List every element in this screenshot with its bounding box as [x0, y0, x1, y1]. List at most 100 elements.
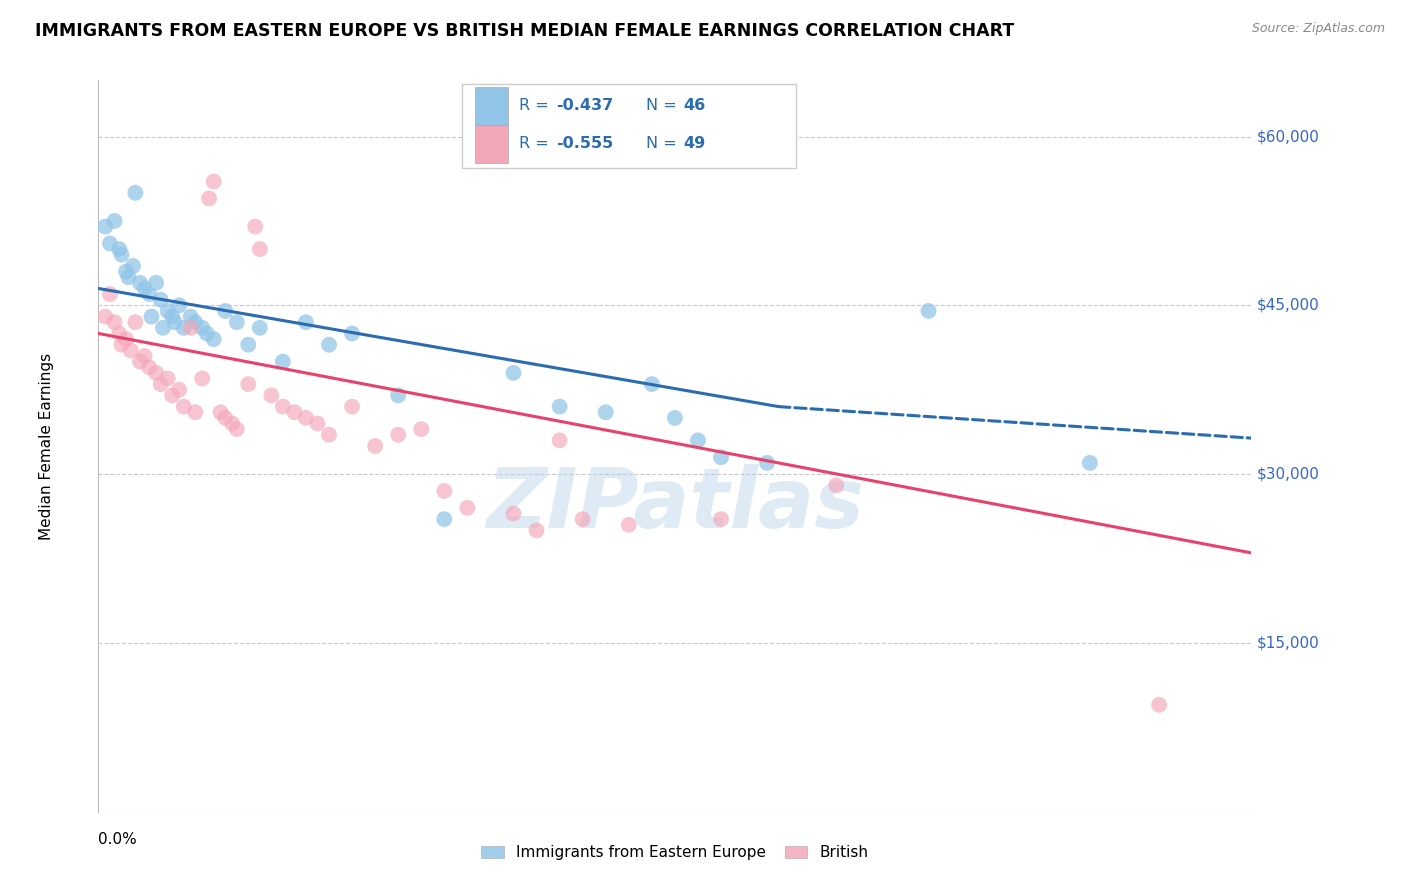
Point — [134, 349, 156, 363]
Point — [94, 219, 117, 234]
FancyBboxPatch shape — [475, 125, 508, 163]
Point — [184, 405, 207, 419]
Text: 49: 49 — [683, 136, 706, 152]
Point — [710, 512, 733, 526]
Point — [456, 500, 478, 515]
Point — [108, 326, 131, 341]
Point — [825, 478, 848, 492]
Point — [271, 354, 294, 368]
Point — [167, 298, 190, 312]
Point — [98, 236, 121, 251]
Text: R =: R = — [519, 136, 554, 152]
Point — [1147, 698, 1170, 712]
Text: $15,000: $15,000 — [1257, 635, 1320, 650]
Point — [195, 326, 218, 341]
Point — [340, 400, 363, 414]
Point — [110, 248, 132, 262]
Point — [122, 259, 145, 273]
FancyBboxPatch shape — [461, 84, 796, 168]
Point — [98, 287, 121, 301]
Point — [271, 400, 294, 414]
Point — [124, 315, 146, 329]
Text: $45,000: $45,000 — [1257, 298, 1320, 313]
Point — [411, 422, 433, 436]
Legend: Immigrants from Eastern Europe, British: Immigrants from Eastern Europe, British — [475, 839, 875, 866]
Point — [433, 483, 456, 498]
Point — [141, 310, 163, 324]
Point — [180, 321, 202, 335]
Point — [110, 337, 132, 351]
Point — [340, 326, 363, 341]
Point — [641, 377, 664, 392]
Point — [198, 191, 221, 205]
Point — [134, 281, 156, 295]
Text: Median Female Earnings: Median Female Earnings — [39, 352, 53, 540]
Point — [433, 512, 456, 526]
Point — [180, 310, 202, 324]
Point — [202, 175, 225, 189]
Point — [191, 371, 214, 385]
Point — [163, 315, 186, 329]
Point — [129, 276, 152, 290]
Text: 46: 46 — [683, 98, 706, 113]
Point — [149, 293, 172, 307]
Point — [387, 388, 409, 402]
Point — [145, 276, 167, 290]
Point — [202, 332, 225, 346]
Point — [173, 400, 195, 414]
Point — [108, 242, 131, 256]
Point — [502, 507, 524, 521]
Point — [548, 400, 571, 414]
Point — [129, 354, 152, 368]
Point — [184, 315, 207, 329]
Point — [209, 405, 232, 419]
Text: N =: N = — [647, 98, 682, 113]
Point — [160, 388, 183, 402]
Point — [160, 310, 183, 324]
Point — [917, 304, 939, 318]
Point — [191, 321, 214, 335]
Text: Source: ZipAtlas.com: Source: ZipAtlas.com — [1251, 22, 1385, 36]
Point — [152, 321, 174, 335]
Point — [221, 417, 243, 431]
Point — [756, 456, 779, 470]
Point — [318, 337, 340, 351]
Text: $60,000: $60,000 — [1257, 129, 1320, 144]
Point — [145, 366, 167, 380]
Point — [156, 304, 179, 318]
Point — [245, 219, 267, 234]
Point — [115, 264, 138, 278]
Point — [617, 517, 640, 532]
Point — [149, 377, 172, 392]
Point — [94, 310, 117, 324]
Point — [307, 417, 329, 431]
Point — [117, 270, 139, 285]
FancyBboxPatch shape — [475, 87, 508, 125]
Text: -0.437: -0.437 — [557, 98, 613, 113]
Point — [283, 405, 305, 419]
Point — [710, 450, 733, 465]
Point — [664, 410, 686, 425]
Point — [571, 512, 593, 526]
Point — [502, 366, 524, 380]
Point — [214, 304, 236, 318]
Point — [238, 377, 260, 392]
Point — [173, 321, 195, 335]
Text: N =: N = — [647, 136, 682, 152]
Point — [387, 427, 409, 442]
Text: -0.555: -0.555 — [557, 136, 613, 152]
Point — [548, 434, 571, 448]
Point — [115, 332, 138, 346]
Text: ZIPatlas: ZIPatlas — [486, 464, 863, 545]
Point — [295, 410, 318, 425]
Point — [138, 287, 160, 301]
Point — [318, 427, 340, 442]
Point — [156, 371, 179, 385]
Point — [238, 337, 260, 351]
Point — [249, 242, 271, 256]
Text: R =: R = — [519, 98, 554, 113]
Point — [214, 410, 236, 425]
Point — [103, 214, 125, 228]
Point — [225, 315, 247, 329]
Point — [167, 383, 190, 397]
